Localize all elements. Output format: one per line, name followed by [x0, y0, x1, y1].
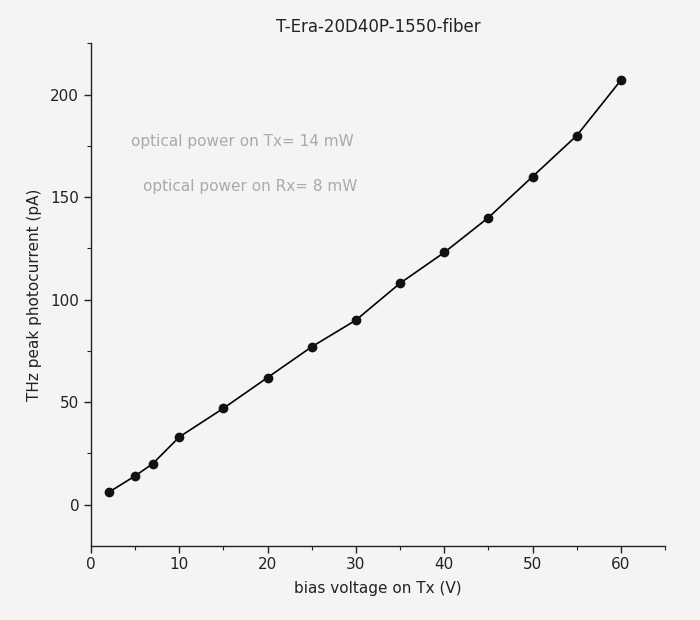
- Y-axis label: THz peak photocurrent (pA): THz peak photocurrent (pA): [27, 188, 42, 401]
- Title: T-Era-20D40P-1550-fiber: T-Era-20D40P-1550-fiber: [276, 18, 480, 37]
- Text: optical power on Rx= 8 mW: optical power on Rx= 8 mW: [143, 179, 357, 194]
- Text: optical power on Tx= 14 mW: optical power on Tx= 14 mW: [131, 134, 354, 149]
- X-axis label: bias voltage on Tx (V): bias voltage on Tx (V): [294, 581, 462, 596]
